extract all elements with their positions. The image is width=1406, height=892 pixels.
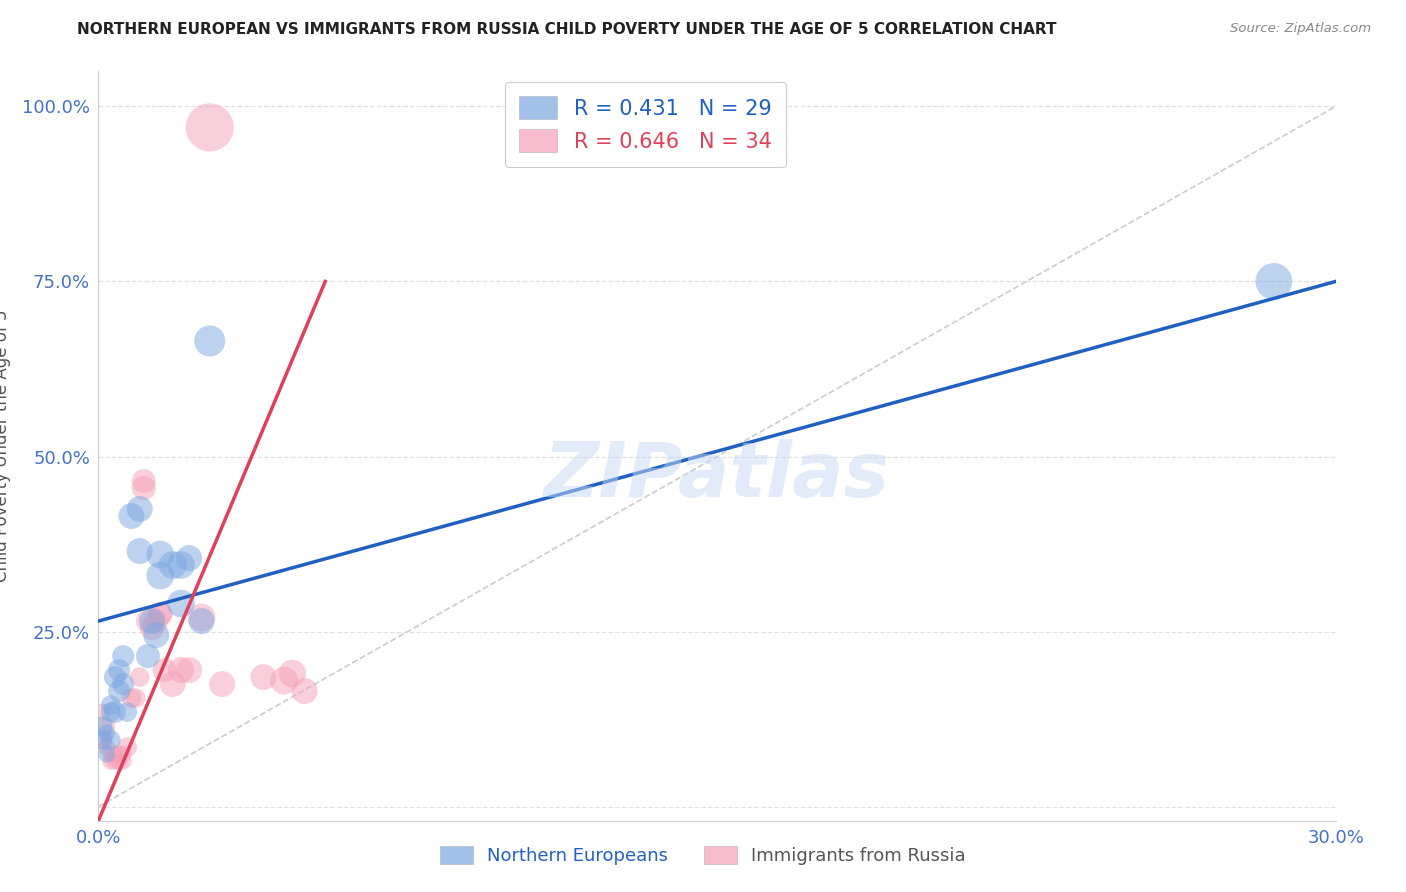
- Point: [273, 673, 295, 688]
- Point: [112, 677, 135, 691]
- Point: [117, 740, 139, 755]
- Point: [198, 334, 221, 348]
- Point: [294, 684, 316, 698]
- Legend: R = 0.431   N = 29, R = 0.646   N = 34: R = 0.431 N = 29, R = 0.646 N = 34: [505, 82, 786, 167]
- Point: [108, 684, 131, 698]
- Point: [170, 558, 193, 572]
- Point: [104, 747, 127, 761]
- Point: [104, 754, 127, 768]
- Text: Source: ZipAtlas.com: Source: ZipAtlas.com: [1230, 22, 1371, 36]
- Point: [124, 691, 146, 706]
- Point: [91, 733, 114, 747]
- Point: [96, 726, 118, 740]
- Point: [108, 663, 131, 677]
- Point: [108, 747, 131, 761]
- Point: [198, 120, 221, 135]
- Point: [120, 691, 142, 706]
- Point: [96, 719, 118, 733]
- Point: [141, 614, 163, 628]
- Point: [136, 649, 159, 664]
- Point: [128, 502, 150, 516]
- Point: [120, 509, 142, 524]
- Point: [91, 719, 114, 733]
- Point: [190, 610, 212, 624]
- Point: [281, 666, 304, 681]
- Point: [108, 754, 131, 768]
- Point: [162, 677, 184, 691]
- Text: ZIPatlas: ZIPatlas: [544, 439, 890, 513]
- Point: [128, 544, 150, 558]
- Point: [91, 705, 114, 719]
- Point: [128, 670, 150, 684]
- Point: [104, 670, 127, 684]
- Legend: Northern Europeans, Immigrants from Russia: Northern Europeans, Immigrants from Russ…: [432, 837, 974, 874]
- Point: [117, 705, 139, 719]
- Point: [211, 677, 233, 691]
- Point: [145, 614, 167, 628]
- Point: [1263, 275, 1285, 289]
- Point: [112, 649, 135, 664]
- Point: [141, 621, 163, 635]
- Point: [252, 670, 274, 684]
- Point: [91, 733, 114, 747]
- Point: [179, 663, 201, 677]
- Point: [179, 551, 201, 566]
- Point: [100, 705, 122, 719]
- Point: [153, 663, 176, 677]
- Point: [104, 705, 127, 719]
- Point: [96, 747, 118, 761]
- Point: [100, 747, 122, 761]
- Point: [96, 740, 118, 755]
- Point: [136, 614, 159, 628]
- Text: NORTHERN EUROPEAN VS IMMIGRANTS FROM RUSSIA CHILD POVERTY UNDER THE AGE OF 5 COR: NORTHERN EUROPEAN VS IMMIGRANTS FROM RUS…: [77, 22, 1057, 37]
- Point: [100, 733, 122, 747]
- Point: [149, 607, 172, 621]
- Point: [132, 474, 155, 488]
- Point: [100, 754, 122, 768]
- Point: [132, 481, 155, 495]
- Point: [170, 663, 193, 677]
- Point: [149, 607, 172, 621]
- Point: [112, 754, 135, 768]
- Point: [162, 558, 184, 572]
- Point: [170, 597, 193, 611]
- Point: [100, 698, 122, 712]
- Point: [149, 568, 172, 582]
- Point: [145, 628, 167, 642]
- Point: [190, 614, 212, 628]
- Point: [112, 747, 135, 761]
- Point: [149, 548, 172, 562]
- Y-axis label: Child Poverty Under the Age of 5: Child Poverty Under the Age of 5: [0, 310, 11, 582]
